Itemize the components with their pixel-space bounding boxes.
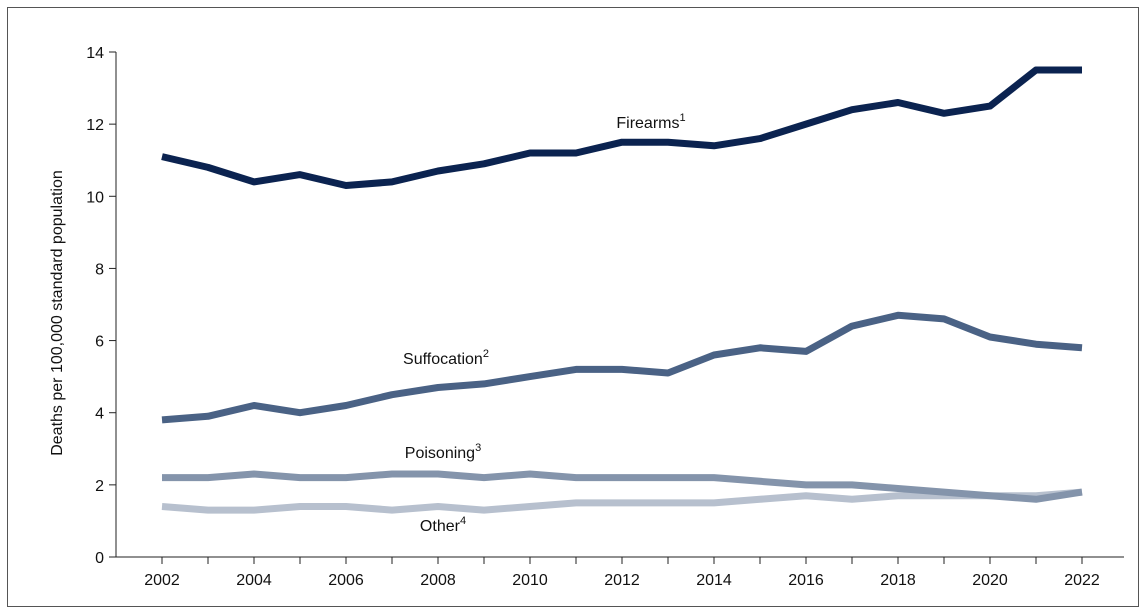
x-tick-label: 2014 <box>696 572 732 589</box>
y-tick-label: 0 <box>95 550 104 567</box>
x-tick-label: 2002 <box>144 572 180 589</box>
y-tick-label: 8 <box>95 261 104 278</box>
series-label-text: Firearms <box>616 115 679 132</box>
y-tick-label: 4 <box>95 406 104 423</box>
x-tick-label: 2016 <box>788 572 824 589</box>
series-label-firearms: Firearms1 <box>616 112 685 132</box>
series-label-text: Poisoning <box>405 445 475 462</box>
series-label-other: Other4 <box>420 515 466 535</box>
footnote-marker: 3 <box>475 442 481 454</box>
series-line-poisoning <box>162 470 1083 503</box>
footnote-marker: 4 <box>460 515 466 527</box>
series-label-suffocation: Suffocation2 <box>403 348 489 368</box>
x-tick-label: 2018 <box>880 572 916 589</box>
series-line-suffocation <box>161 311 1083 424</box>
series-labels: Firearms1 Suffocation2 Poisoning3 Other4 <box>403 112 686 535</box>
x-tick-label: 2010 <box>512 572 548 589</box>
y-tick-label: 2 <box>95 478 104 495</box>
series-label-text: Other <box>420 518 461 535</box>
y-tick-label: 12 <box>86 117 104 134</box>
y-tick-label: 10 <box>86 189 104 206</box>
footnote-marker: 2 <box>483 348 489 360</box>
footnote-marker: 1 <box>679 112 685 124</box>
x-tick-label: 2020 <box>972 572 1008 589</box>
x-tick-label: 2006 <box>328 572 364 589</box>
y-tick-label: 6 <box>95 334 104 351</box>
series-label-poisoning: Poisoning3 <box>405 442 481 462</box>
series-line-firearms <box>161 66 1082 189</box>
y-tick-label: 14 <box>86 45 104 62</box>
x-tick-label: 2022 <box>1064 572 1100 589</box>
series-layer <box>161 66 1083 514</box>
y-axis-label: Deaths per 100,000 standard population <box>49 170 66 456</box>
x-tick-label: 2008 <box>420 572 456 589</box>
x-tick-label: 2004 <box>236 572 272 589</box>
series-line-other <box>161 488 1083 514</box>
series-label-text: Suffocation <box>403 351 483 368</box>
x-tick-label: 2012 <box>604 572 640 589</box>
